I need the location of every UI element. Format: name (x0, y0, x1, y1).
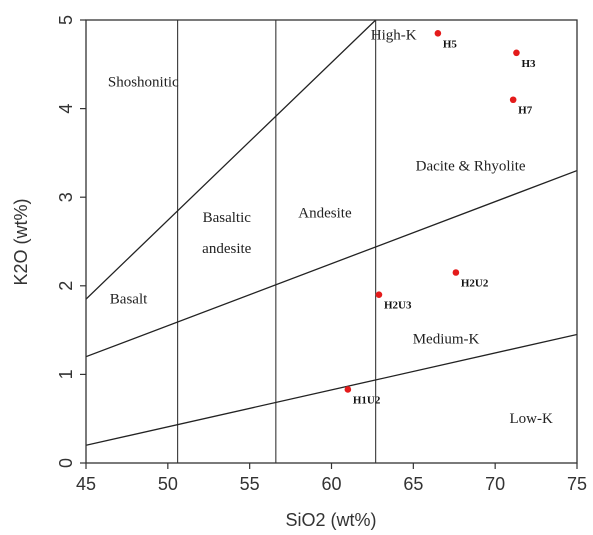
region-label-andesite: andesite (202, 241, 251, 257)
point-label-h1u2: H1U2 (353, 394, 381, 406)
boundary-high-k-shoshonitic (86, 20, 377, 300)
region-label-medium-k: Medium-K (413, 331, 480, 347)
data-point-h5 (434, 29, 442, 37)
data-point-h2u3 (375, 291, 383, 298)
data-point-h3 (513, 49, 520, 57)
point-label-h7: H7 (518, 105, 533, 117)
y-tick-label-5: 5 (56, 15, 76, 25)
point-label-h2u3: H2U3 (384, 300, 412, 312)
data-points: H5 H3 H7 H2U2 H2U3 H1U2 (344, 29, 536, 406)
data-point-h7 (509, 96, 517, 104)
region-label-low-k: Low-K (510, 411, 553, 427)
region-label-dacite-rhyolite: Dacite & Rhyolite (416, 159, 526, 175)
region-labels: Shoshonitic High-K Dacite & Rhyolite Basalt… (108, 27, 553, 427)
point-label-h2u2: H2U2 (461, 278, 489, 290)
x-tick-label-55: 55 (240, 474, 260, 494)
point-label-h3: H3 (521, 58, 536, 70)
boundary-lines (86, 20, 577, 463)
region-label-basalt: Basalt (110, 292, 148, 308)
data-point-h2u2 (452, 269, 460, 276)
region-label-shoshonitic: Shoshonitic (108, 74, 179, 90)
y-tick-label-4: 4 (56, 104, 76, 114)
plot-background (86, 20, 577, 463)
y-axis-title: K2O (wt%) (11, 198, 31, 285)
x-tick-label-60: 60 (321, 474, 341, 494)
region-label-andesite: Andesite (298, 206, 352, 222)
y-tick-label-1: 1 (56, 369, 76, 379)
plot-frame (85, 19, 578, 464)
boundary-medium-high-k (86, 169, 577, 358)
region-label-high-k: High-K (371, 27, 417, 43)
x-tick-label-65: 65 (403, 474, 423, 494)
y-tick-label-2: 2 (56, 281, 76, 291)
y-tick-label-3: 3 (56, 192, 76, 202)
point-label-h5: H5 (443, 38, 458, 50)
x-tick-label-50: 50 (158, 474, 178, 494)
data-point-h1u2 (344, 386, 352, 393)
x-axis-title: SiO2 (wt%) (285, 510, 376, 530)
region-label-basaltic: Basaltic (203, 210, 252, 226)
x-tick-label-45: 45 (76, 474, 96, 494)
x-tick-label-70: 70 (485, 474, 505, 494)
x-tick-label-75: 75 (567, 474, 587, 494)
y-tick-label-0: 0 (56, 458, 76, 468)
boundary-low-medium-k (86, 333, 577, 446)
